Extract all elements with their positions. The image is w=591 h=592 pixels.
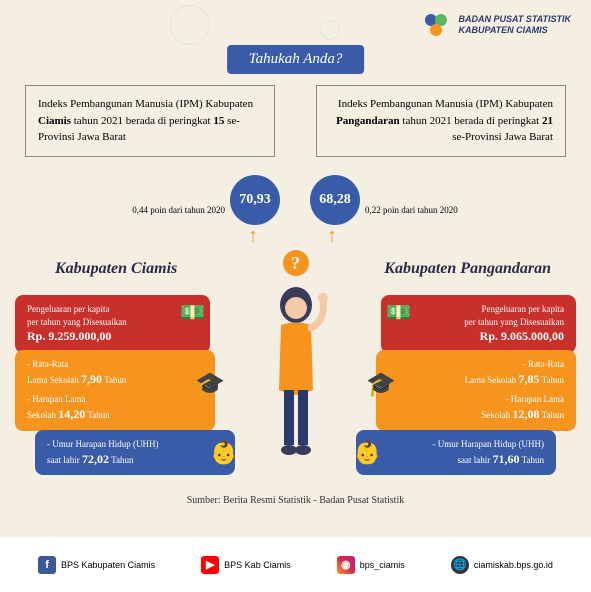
books-icon: 🎓 bbox=[195, 370, 225, 399]
footer: fBPS Kabupaten Ciamis ▶BPS Kab Ciamis ◉b… bbox=[0, 537, 591, 592]
youtube-icon: ▶ bbox=[201, 556, 219, 574]
card-school-right: - Rata-Rata Lama Sekolah 7,85 Tahun - Ha… bbox=[376, 350, 576, 431]
facebook-icon: f bbox=[38, 556, 56, 574]
money-icon: 💵 bbox=[386, 300, 411, 325]
card-school-left: - Rata-Rata Lama Sekolah 7,90 Tahun - Ha… bbox=[15, 350, 215, 431]
title-banner: Tahukah Anda? bbox=[227, 45, 365, 74]
org-region: KABUPATEN CIAMIS bbox=[459, 25, 572, 36]
baby-icon: 👶 bbox=[210, 440, 237, 466]
source-text: Sumber: Berita Resmi Statistik - Badan P… bbox=[0, 495, 591, 506]
deco-circle bbox=[320, 20, 340, 40]
footer-facebook[interactable]: fBPS Kabupaten Ciamis bbox=[38, 556, 155, 574]
delta-right: 0,22 poin dari tahun 2020 bbox=[365, 205, 465, 216]
globe-icon: 🌐 bbox=[451, 556, 469, 574]
ipm-circle-right: 68,28 bbox=[310, 175, 360, 225]
baby-icon: 👶 bbox=[354, 440, 381, 466]
region-title-left: Kabupaten Ciamis bbox=[55, 260, 177, 278]
header: BADAN PUSAT STATISTIK KABUPATEN CIAMIS bbox=[421, 10, 572, 40]
books-icon: 🎓 bbox=[366, 370, 396, 399]
card-life-left: - Umur Harapan Hidup (UHH) saat lahir 72… bbox=[35, 430, 235, 475]
card-life-right: - Umur Harapan Hidup (UHH) saat lahir 71… bbox=[356, 430, 556, 475]
bps-logo-icon bbox=[421, 10, 451, 40]
footer-youtube[interactable]: ▶BPS Kab Ciamis bbox=[201, 556, 291, 574]
deco-circle bbox=[170, 5, 210, 45]
person-illustration bbox=[251, 280, 341, 460]
org-name: BADAN PUSAT STATISTIK bbox=[459, 14, 572, 25]
footer-website[interactable]: 🌐ciamiskab.bps.go.id bbox=[451, 556, 553, 574]
region-title-right: Kabupaten Pangandaran bbox=[384, 260, 551, 278]
money-icon: 💵 bbox=[180, 300, 205, 325]
instagram-icon: ◉ bbox=[337, 556, 355, 574]
ipm-circle-left: 70,93 bbox=[230, 175, 280, 225]
question-icon: ? bbox=[283, 250, 309, 276]
footer-instagram[interactable]: ◉bps_ciamis bbox=[337, 556, 405, 574]
header-text: BADAN PUSAT STATISTIK KABUPATEN CIAMIS bbox=[459, 14, 572, 36]
delta-left: 0,44 poin dari tahun 2020 bbox=[125, 205, 225, 216]
fact-box-left: Indeks Pembangunan Manusia (IPM) Kabupat… bbox=[25, 85, 275, 157]
arrow-up-icon: ↑ bbox=[248, 225, 268, 245]
fact-box-right: Indeks Pembangunan Manusia (IPM) Kabupat… bbox=[316, 85, 566, 157]
arrow-up-icon: ↑ bbox=[327, 225, 347, 245]
